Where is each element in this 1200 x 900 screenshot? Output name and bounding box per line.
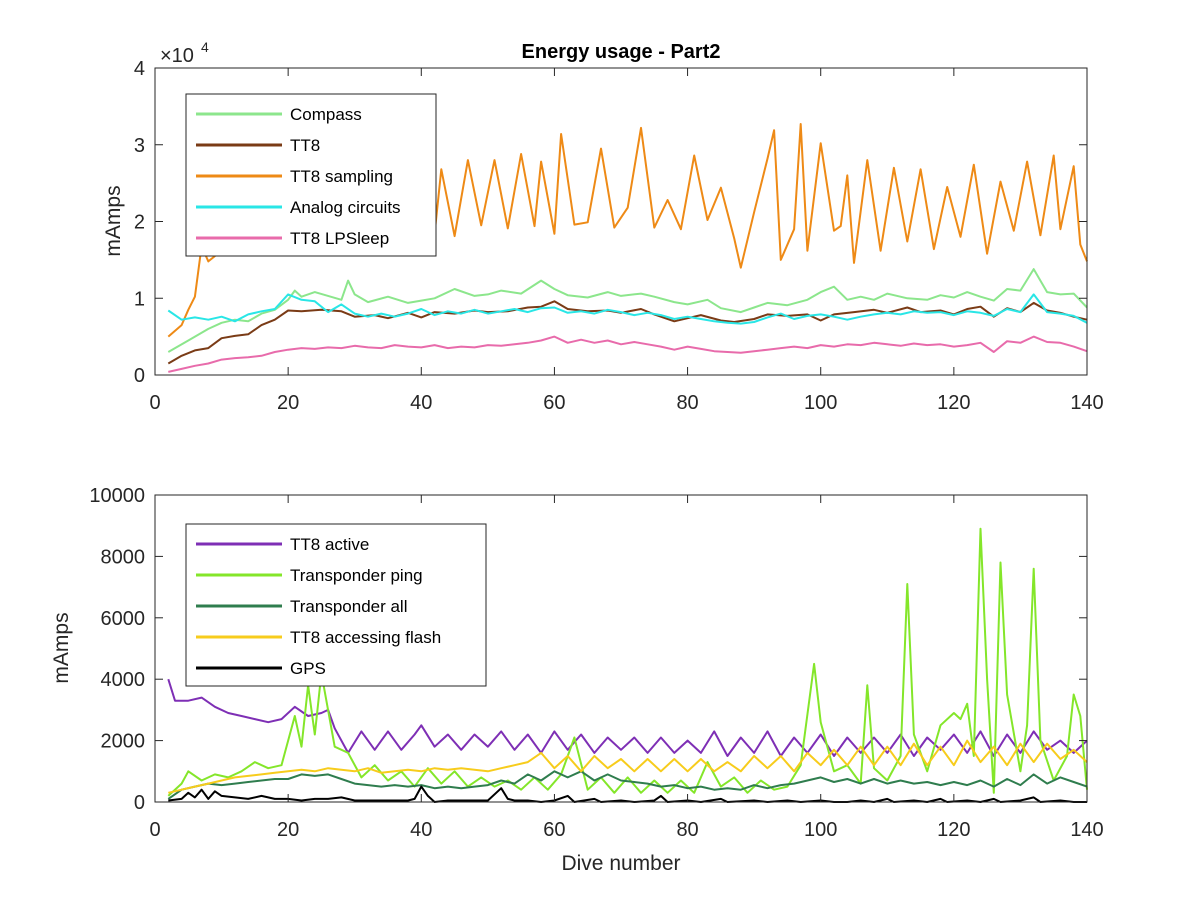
x-tick-label: 40: [410, 819, 432, 841]
y-tick-label: 2: [134, 212, 145, 234]
legend: Compass TT8 TT8 sampling Analog circuits TT8…: [185, 93, 437, 257]
chart-energy-part2-top: Energy usage - Part2 ×10 4 mAmps 0 20 40 60…: [102, 39, 1104, 414]
series-line-transponder-all: [167, 770, 1088, 800]
series-line-transponder-ping: [167, 527, 1088, 797]
x-tick-label: 60: [543, 819, 565, 841]
x-tick-label: 120: [937, 392, 970, 414]
series-line-analog-circuits: [167, 293, 1088, 325]
x-tick-label: 60: [543, 392, 565, 414]
x-tick-label: 100: [804, 819, 837, 841]
legend-entry: TT8 sampling: [290, 167, 393, 186]
x-tick-label: 140: [1070, 819, 1103, 841]
y-axis-label: mAmps: [102, 185, 125, 256]
plot-area-frame: [154, 494, 1088, 803]
legend-entry: GPS: [290, 659, 326, 678]
legend: TT8 active Transponder ping Transponder al…: [185, 523, 487, 687]
series-line-tt8-active: [167, 678, 1088, 757]
y-tick-label: 2000: [101, 731, 146, 753]
x-tick-label: 80: [676, 819, 698, 841]
legend-entry: TT8: [290, 136, 320, 155]
series-layer: [167, 527, 1088, 803]
legend-entry: Analog circuits: [290, 198, 401, 217]
y-tick-label: 10000: [89, 485, 145, 507]
x-tick-label: 40: [410, 392, 432, 414]
series-layer: [167, 123, 1088, 373]
y-tick-label: 8000: [101, 546, 146, 568]
x-tick-label: 20: [277, 392, 299, 414]
svg-text:×10: ×10: [160, 45, 194, 67]
ticks-layer: 0 20 40 60 80 100 120 140 0 2000 4000 6000 8000 10000: [89, 485, 1103, 841]
y-tick-label: 4000: [101, 669, 146, 691]
svg-text:4: 4: [201, 39, 209, 55]
y-tick-label: 0: [134, 365, 145, 387]
legend-entry: TT8 active: [290, 535, 369, 554]
legend-entry: TT8 LPSleep: [290, 229, 389, 248]
y-tick-label: 0: [134, 792, 145, 814]
y-exponent-label: ×10 4: [160, 39, 209, 67]
series-line-tt8-accessing-flash: [168, 739, 1088, 794]
chart-energy-part2-bottom: mAmps Dive number 0 20 40 60 80 100 120 140 0 200…: [50, 485, 1104, 875]
y-tick-label: 4: [134, 58, 145, 80]
y-tick-label: 1: [134, 288, 145, 310]
x-tick-label: 140: [1070, 392, 1103, 414]
x-tick-label: 20: [277, 819, 299, 841]
x-tick-label: 0: [149, 392, 160, 414]
x-tick-label: 120: [937, 819, 970, 841]
x-tick-label: 0: [149, 819, 160, 841]
y-tick-label: 3: [134, 135, 145, 157]
ticks-layer: 0 20 40 60 80 100 120 140 0 1 2 3 4: [134, 58, 1104, 414]
x-axis-label: Dive number: [561, 852, 680, 875]
legend-entry: Compass: [290, 105, 362, 124]
series-line-compass: [167, 268, 1088, 353]
chart-title: Energy usage - Part2: [522, 41, 721, 63]
legend-entry: Transponder ping: [290, 566, 423, 585]
legend-entry: Transponder all: [290, 597, 408, 616]
x-tick-label: 100: [804, 392, 837, 414]
x-tick-label: 80: [676, 392, 698, 414]
series-line-tt8-lpsleep: [168, 335, 1088, 373]
legend-entry: TT8 accessing flash: [290, 628, 441, 647]
y-tick-label: 6000: [101, 608, 146, 630]
y-axis-label: mAmps: [50, 612, 73, 683]
